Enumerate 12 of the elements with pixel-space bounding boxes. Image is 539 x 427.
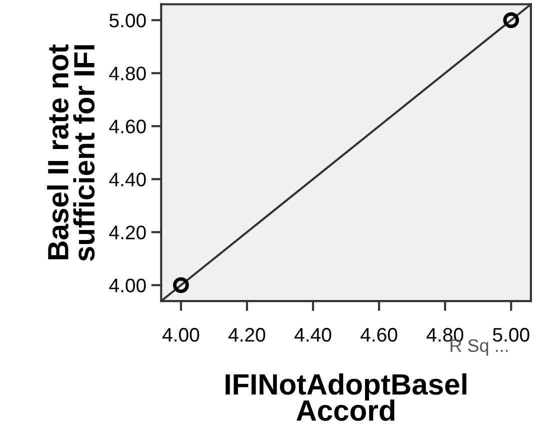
y-tick-label: 4.60	[109, 120, 146, 134]
y-tick-label: 4.20	[109, 226, 146, 240]
y-tick-label: 4.00	[109, 278, 146, 292]
x-tick-label: 4.60	[360, 328, 398, 342]
y-tick-label: 4.40	[109, 172, 146, 186]
y-tick-label: 4.80	[109, 66, 146, 80]
y-axis-title: Basel II rate not sufficient for IFI	[47, 44, 95, 261]
x-axis-title: IFINotAdoptBasel Accord	[226, 373, 466, 421]
x-tick-label: 4.40	[294, 328, 332, 342]
x-tick-label: 4.00	[162, 328, 200, 342]
x-tick-label: 4.20	[228, 328, 266, 342]
y-tick-label: 5.00	[110, 14, 146, 28]
